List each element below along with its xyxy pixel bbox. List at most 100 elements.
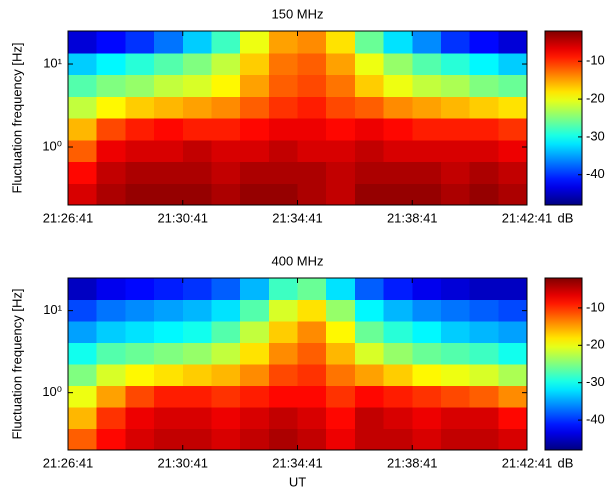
- heatmap-cell: [268, 183, 298, 206]
- heatmap-cell: [154, 139, 184, 162]
- heatmap-cell: [354, 428, 385, 451]
- heatmap-cell: [182, 299, 212, 322]
- heatmap-cell: [182, 118, 212, 141]
- heatmap-cell: [412, 407, 442, 429]
- x-tick-label: 21:34:41: [272, 455, 323, 470]
- heatmap-cell: [383, 342, 413, 365]
- heatmap-cell: [469, 96, 499, 119]
- heatmap-cell: [96, 96, 126, 119]
- heatmap-cell: [498, 428, 528, 451]
- heatmap-cell: [211, 118, 241, 141]
- heatmap-cell: [68, 161, 98, 184]
- heatmap-cell: [297, 364, 327, 386]
- heatmap-cell: [68, 52, 98, 75]
- heatmap-cell: [182, 321, 212, 343]
- heatmap-cell: [469, 183, 499, 206]
- heatmap-cell: [96, 364, 126, 386]
- colorbar: [544, 277, 583, 451]
- heatmap-cell: [182, 74, 212, 97]
- heatmap-cell: [268, 321, 298, 343]
- heatmap-cell: [211, 278, 241, 300]
- heatmap-cell: [182, 139, 212, 162]
- heatmap-cell: [154, 118, 184, 141]
- heatmap-cell: [182, 96, 212, 119]
- heatmap-cell: [211, 52, 241, 75]
- heatmap-cell: [297, 321, 327, 343]
- heatmap-cell: [383, 161, 413, 184]
- heatmap-cell: [326, 407, 356, 429]
- y-axis-label: Fluctuation frequency [Hz]: [9, 288, 24, 439]
- heatmap-cell: [68, 428, 98, 451]
- heatmap-cell: [383, 31, 413, 54]
- heatmap-cell: [125, 278, 155, 300]
- heatmap-cell: [412, 31, 442, 54]
- y-tick-label: 10¹: [43, 302, 62, 317]
- heatmap-cell: [469, 407, 499, 429]
- heatmap-cell: [412, 385, 442, 408]
- heatmap-cell: [440, 161, 471, 184]
- heatmap-cell: [154, 183, 184, 206]
- heatmap-cell: [240, 364, 270, 386]
- heatmap-cell: [354, 31, 385, 54]
- heatmap-cell: [154, 428, 184, 451]
- heatmap-cell: [154, 96, 184, 119]
- heatmap-cell: [412, 428, 442, 451]
- heatmap-cell: [211, 299, 241, 322]
- heatmap-cell: [354, 385, 385, 408]
- heatmap-cell: [125, 183, 155, 206]
- heatmap-cell: [440, 407, 471, 429]
- heatmap-cell: [498, 385, 528, 408]
- heatmap-cell: [240, 299, 270, 322]
- heatmap-cell: [469, 31, 499, 54]
- heatmap-cell: [268, 428, 298, 451]
- heatmap-cell: [240, 161, 270, 184]
- heatmap-cell: [240, 118, 270, 141]
- x-tick-label: 21:26:41: [43, 210, 94, 225]
- heatmap-cell: [211, 364, 241, 386]
- heatmap-cell: [412, 342, 442, 365]
- heatmap-cell: [412, 52, 442, 75]
- heatmap-cell: [68, 31, 98, 54]
- heatmap-cell: [354, 342, 385, 365]
- heatmap-cell: [96, 342, 126, 365]
- heatmap-cell: [469, 428, 499, 451]
- heatmap-cell: [96, 52, 126, 75]
- heatmap-cell: [154, 278, 184, 300]
- heatmap-cell: [498, 321, 528, 343]
- heatmap-cell: [182, 278, 212, 300]
- heatmap-cell: [211, 96, 241, 119]
- x-tick-label: 21:42:41: [502, 455, 553, 470]
- heatmap-cell: [440, 321, 471, 343]
- heatmap-cell: [125, 364, 155, 386]
- heatmap-cell: [498, 183, 528, 206]
- heatmap-cell: [240, 31, 270, 54]
- heatmap-cell: [498, 299, 528, 322]
- heatmap-cell: [154, 407, 184, 429]
- heatmap-cell: [354, 96, 385, 119]
- x-tick-label: 21:34:41: [272, 210, 323, 225]
- heatmap-cell: [268, 52, 298, 75]
- y-axis-label: Fluctuation frequency [Hz]: [9, 42, 24, 193]
- heatmap-cell: [354, 364, 385, 386]
- heatmap-cell: [326, 428, 356, 451]
- heatmap-cell: [125, 342, 155, 365]
- heatmap-cell: [240, 278, 270, 300]
- heatmap-cell: [498, 364, 528, 386]
- heatmap-cell: [412, 74, 442, 97]
- heatmap-cell: [96, 161, 126, 184]
- heatmap-cell: [383, 183, 413, 206]
- heatmap-cell: [68, 385, 98, 408]
- y-tick-label: 10¹: [43, 55, 62, 70]
- heatmap-cell: [440, 96, 471, 119]
- heatmap-cell: [211, 385, 241, 408]
- heatmap-cell: [268, 407, 298, 429]
- heatmap-cell: [326, 364, 356, 386]
- heatmap-cell: [354, 118, 385, 141]
- heatmap-cell: [498, 161, 528, 184]
- heatmap-cell: [326, 139, 356, 162]
- heatmap-cell: [354, 321, 385, 343]
- colorbar-tick-label: -40: [586, 412, 605, 427]
- heatmap-cell: [211, 161, 241, 184]
- heatmap-cell: [211, 74, 241, 97]
- heatmap-cell: [297, 118, 327, 141]
